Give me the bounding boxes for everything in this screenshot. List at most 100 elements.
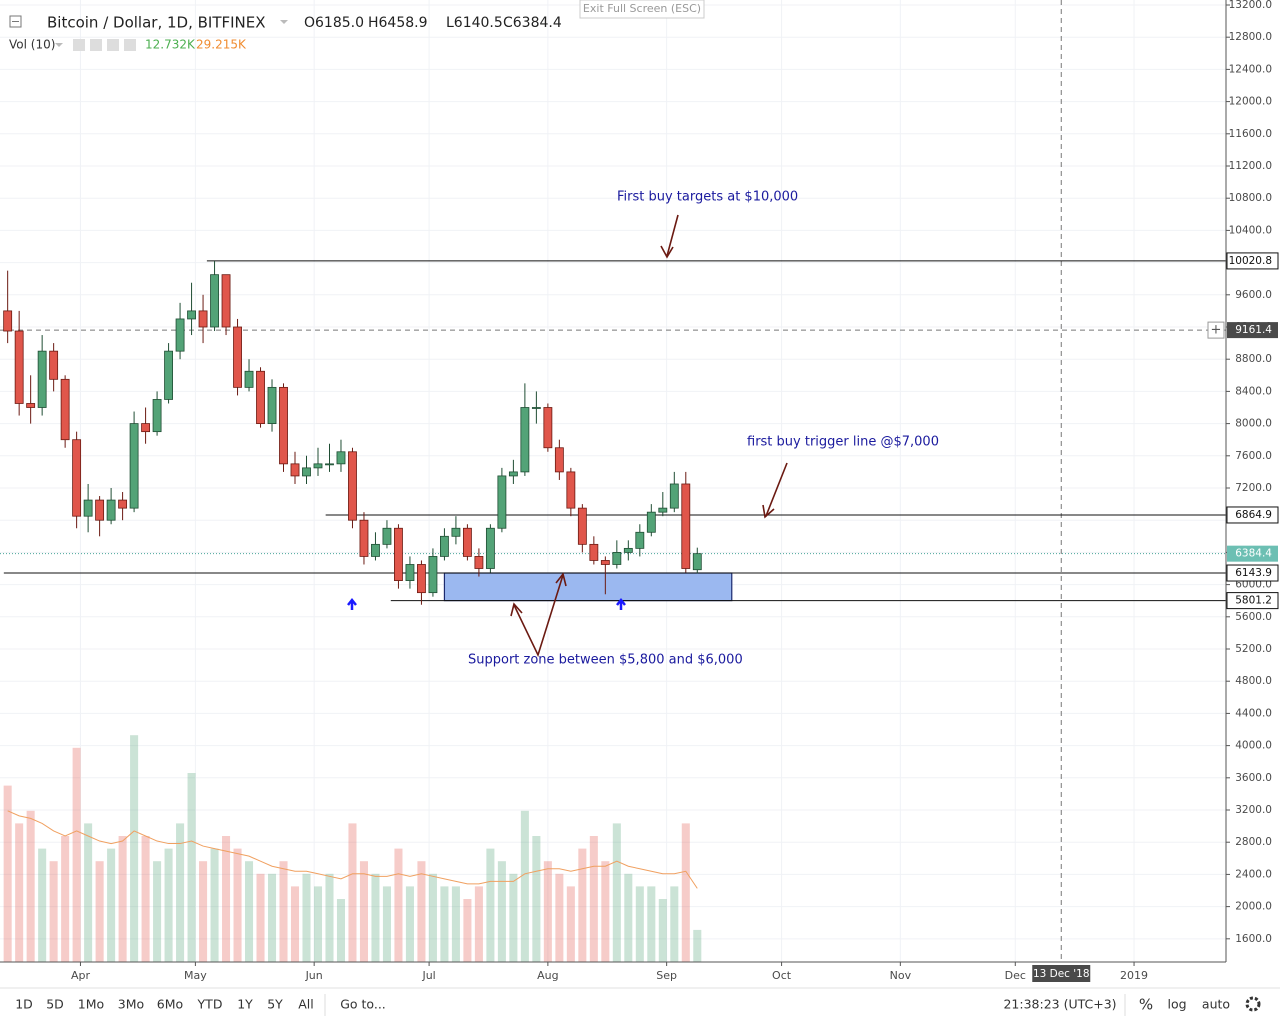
- crosshair-plus: +: [1211, 323, 1222, 338]
- annotation: Support zone between $5,800 and $6,000: [468, 653, 743, 668]
- clock: 21:38:23 (UTC+3): [1003, 997, 1116, 1012]
- y-tick-label: 2000.0: [1235, 901, 1272, 913]
- volume-bar: [61, 836, 70, 962]
- dropdown[interactable]: [55, 43, 63, 47]
- exit-fullscreen[interactable]: [579, 0, 705, 19]
- candle-body: [152, 399, 162, 433]
- auto-toggle[interactable]: auto: [1202, 997, 1230, 1012]
- x-tick-label: Apr: [71, 969, 91, 982]
- volume-bar: [141, 836, 150, 962]
- settings-icon[interactable]: [1245, 996, 1261, 1012]
- candle-body: [348, 451, 357, 521]
- volume-bar: [463, 899, 472, 962]
- x-tick-label: Aug: [537, 969, 558, 982]
- candle-body: [290, 463, 300, 477]
- candle-body: [233, 326, 242, 388]
- crosshair-plus-bg[interactable]: [1207, 321, 1225, 339]
- price-line-label: 6143.9: [1235, 567, 1272, 579]
- arrow: [666, 214, 679, 257]
- candle-body: [256, 370, 265, 425]
- candle-body: [635, 531, 645, 549]
- collapse-icon[interactable]: [9, 15, 22, 28]
- range-button[interactable]: 5D: [46, 997, 64, 1012]
- candles: [3, 260, 702, 605]
- icon[interactable]: [124, 39, 136, 51]
- volume-bar: [520, 810, 529, 962]
- range-button[interactable]: 5Y: [267, 997, 283, 1012]
- y-tick-label: 12800.0: [1229, 31, 1272, 43]
- candle-body: [244, 370, 254, 388]
- range-button[interactable]: 6Mo: [157, 997, 183, 1012]
- candle-body: [198, 310, 208, 328]
- volume-bar: [38, 848, 47, 962]
- candle-body: [129, 423, 139, 509]
- volume-bar: [624, 873, 633, 962]
- arrow-head: [347, 597, 357, 606]
- range-button[interactable]: 1Mo: [78, 997, 104, 1012]
- y-tick-label: 6000.0: [1235, 579, 1272, 591]
- volume-bar: [693, 929, 702, 962]
- crosshair-x-label: 13 Dec '18: [1033, 968, 1090, 980]
- range-button[interactable]: 1D: [15, 997, 33, 1012]
- volume-bar: [49, 861, 58, 962]
- icon[interactable]: [90, 39, 102, 51]
- y-tick-label: 4000.0: [1235, 740, 1272, 752]
- volume-bar: [371, 873, 380, 962]
- candle-body: [175, 318, 185, 352]
- icon[interactable]: [73, 39, 85, 51]
- volume-bar: [233, 848, 242, 962]
- volume-bar: [164, 848, 173, 962]
- volume-bar: [428, 873, 437, 962]
- range-button[interactable]: YTD: [197, 997, 223, 1012]
- candle-body: [3, 310, 13, 332]
- candle-body: [14, 330, 24, 404]
- candle-body: [210, 274, 219, 328]
- crosshair-y-label: 9161.4: [1235, 324, 1272, 336]
- volume-bar: [302, 873, 311, 962]
- price-line-label: 10020.8: [1229, 255, 1272, 267]
- candle-body: [164, 350, 173, 400]
- price-line-label-bg: [1226, 252, 1279, 270]
- dropdown[interactable]: [280, 20, 288, 24]
- volume-bar: [267, 873, 277, 962]
- volume-bar: [15, 823, 24, 962]
- price-line-label-bg: [1226, 592, 1279, 610]
- candle-body: [83, 499, 93, 517]
- volume-bar: [670, 886, 679, 962]
- candle-body: [612, 552, 622, 565]
- blue-arrows: [347, 597, 626, 610]
- candle-body: [531, 407, 541, 409]
- percent-toggle[interactable]: %: [1139, 996, 1153, 1014]
- range-button[interactable]: 3Mo: [118, 997, 144, 1012]
- y-tick-label: 11600.0: [1229, 128, 1272, 140]
- candle-body: [566, 471, 576, 509]
- volume-pane: [3, 735, 702, 962]
- candle-body: [302, 467, 311, 477]
- y-tick-label: 10400.0: [1229, 224, 1272, 236]
- goto[interactable]: Go to...: [340, 997, 386, 1012]
- candle-body: [623, 547, 633, 553]
- log-toggle[interactable]: log: [1167, 997, 1186, 1012]
- volume-bar: [325, 873, 334, 962]
- annotation: First buy targets at $10,000: [617, 190, 798, 205]
- annotation: first buy trigger line @$7,000: [747, 435, 939, 450]
- y-tick-label: 8800.0: [1235, 353, 1272, 365]
- volume-bar: [612, 823, 621, 962]
- range-button[interactable]: 1Y: [237, 997, 253, 1012]
- volume-bar: [532, 836, 541, 962]
- candle-body: [279, 386, 288, 465]
- icon[interactable]: [107, 39, 119, 51]
- volume-bar: [474, 886, 483, 962]
- candle-body: [669, 483, 679, 509]
- ohlc-open: O6185.0: [304, 15, 364, 31]
- crosshair-x-label-bg: [1032, 965, 1091, 982]
- y-tick-label: 12000.0: [1229, 96, 1272, 108]
- last-price-label-bg: [1227, 545, 1278, 562]
- crosshair-y-label-bg: [1227, 322, 1278, 339]
- range-button[interactable]: All: [298, 997, 314, 1012]
- y-tick-label: 3200.0: [1235, 804, 1272, 816]
- axes: 1600.0 2000.0 2400.0 2800.0 3200.0 3600.0 4000…: [0, 0, 1279, 982]
- arrow-head: [510, 602, 523, 617]
